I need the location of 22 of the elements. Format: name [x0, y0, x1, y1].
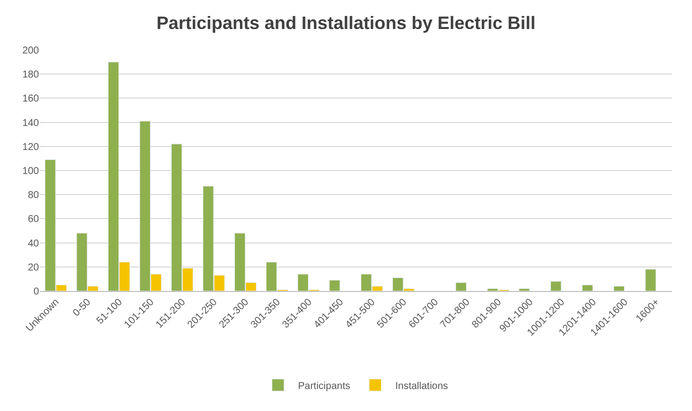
bar	[645, 269, 656, 291]
y-tick-label: 40	[28, 238, 40, 250]
y-tick-label: 160	[22, 94, 40, 105]
y-tick-label: 0	[33, 286, 40, 298]
bar	[518, 288, 530, 291]
legend-label: Installations	[395, 380, 448, 392]
bar	[550, 281, 562, 291]
y-tick-label: 60	[28, 214, 40, 226]
x-tick-label: 0-50	[71, 296, 94, 319]
y-tick-label: 80	[28, 190, 40, 202]
bar	[614, 286, 625, 291]
chart-title: Participants and Installations by Electric Bill	[156, 13, 536, 34]
legend-label: Participants	[298, 380, 350, 392]
y-tick-label: 20	[28, 262, 40, 274]
y-tick-label: 200	[22, 46, 40, 56]
y-tick-label: 140	[22, 118, 40, 129]
y-tick-label: 120	[22, 142, 40, 153]
bar	[456, 282, 467, 291]
bar	[329, 280, 340, 291]
y-tick-label: 100	[22, 166, 40, 177]
y-tick-label: 180	[22, 70, 40, 81]
bar	[582, 284, 593, 291]
